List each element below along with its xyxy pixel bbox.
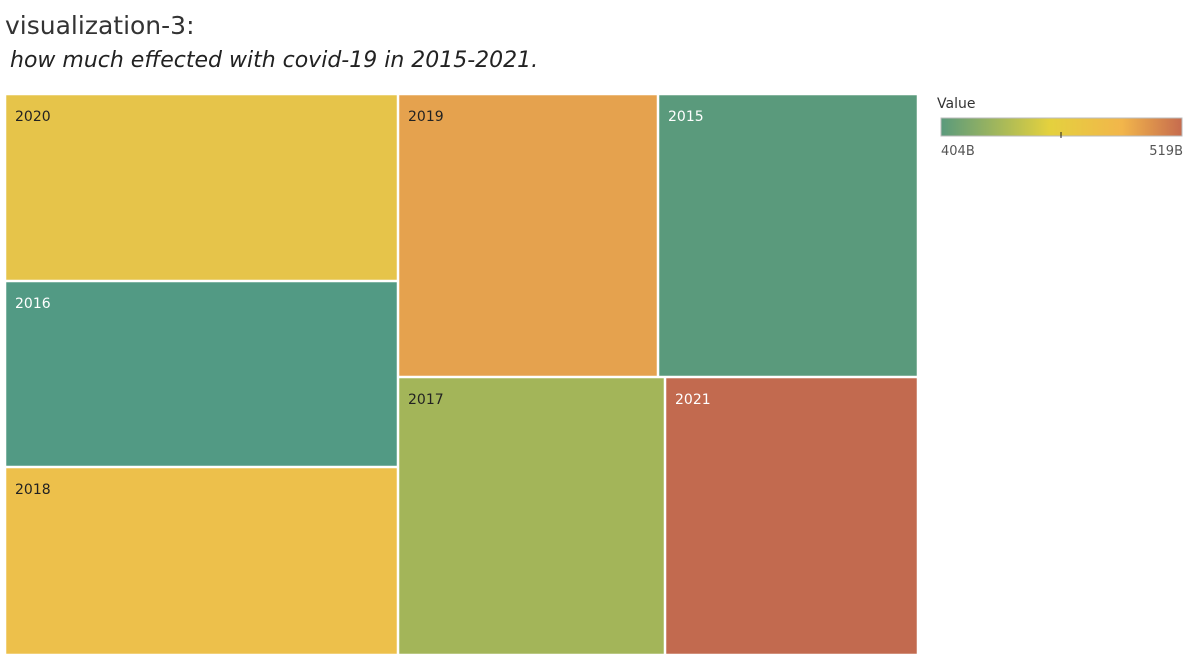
legend-max-label: 519B <box>1149 144 1183 159</box>
legend-title: Value <box>937 96 976 112</box>
treemap-cell-label: 2016 <box>15 296 51 312</box>
treemap-chart: 2020 2016 2018 2019 2015 2017 2021 <box>5 94 919 656</box>
treemap-cell-rect[interactable] <box>5 94 399 282</box>
treemap-cell-rect[interactable] <box>5 280 399 468</box>
treemap-cell-2015[interactable]: 2015 <box>657 94 919 378</box>
treemap-cell-rect[interactable] <box>397 376 666 656</box>
treemap-cell-label: 2021 <box>675 392 711 408</box>
treemap-cell-rect[interactable] <box>397 94 659 378</box>
chart-title: visualization-3: <box>5 11 195 40</box>
chart-subtitle: how much effected with covid-19 in 2015-… <box>10 48 539 73</box>
treemap-cell-rect[interactable] <box>664 376 919 656</box>
legend-min-label: 404B <box>941 144 975 159</box>
treemap-cell-label: 2015 <box>668 109 704 125</box>
color-legend-bar <box>940 117 1183 138</box>
treemap-cell-2020[interactable]: 2020 <box>5 94 399 282</box>
treemap-cell-rect[interactable] <box>657 94 919 378</box>
treemap-cell-label: 2018 <box>15 482 51 498</box>
treemap-cell-rect[interactable] <box>5 466 399 656</box>
treemap-cell-label: 2020 <box>15 109 51 125</box>
treemap-cell-label: 2019 <box>408 109 444 125</box>
treemap-cell-2018[interactable]: 2018 <box>5 466 399 656</box>
treemap-cell-2019[interactable]: 2019 <box>397 94 659 378</box>
treemap-cell-2021[interactable]: 2021 <box>664 376 919 656</box>
treemap-cell-label: 2017 <box>408 392 444 408</box>
treemap-cell-2016[interactable]: 2016 <box>5 280 399 468</box>
treemap-cell-2017[interactable]: 2017 <box>397 376 666 656</box>
